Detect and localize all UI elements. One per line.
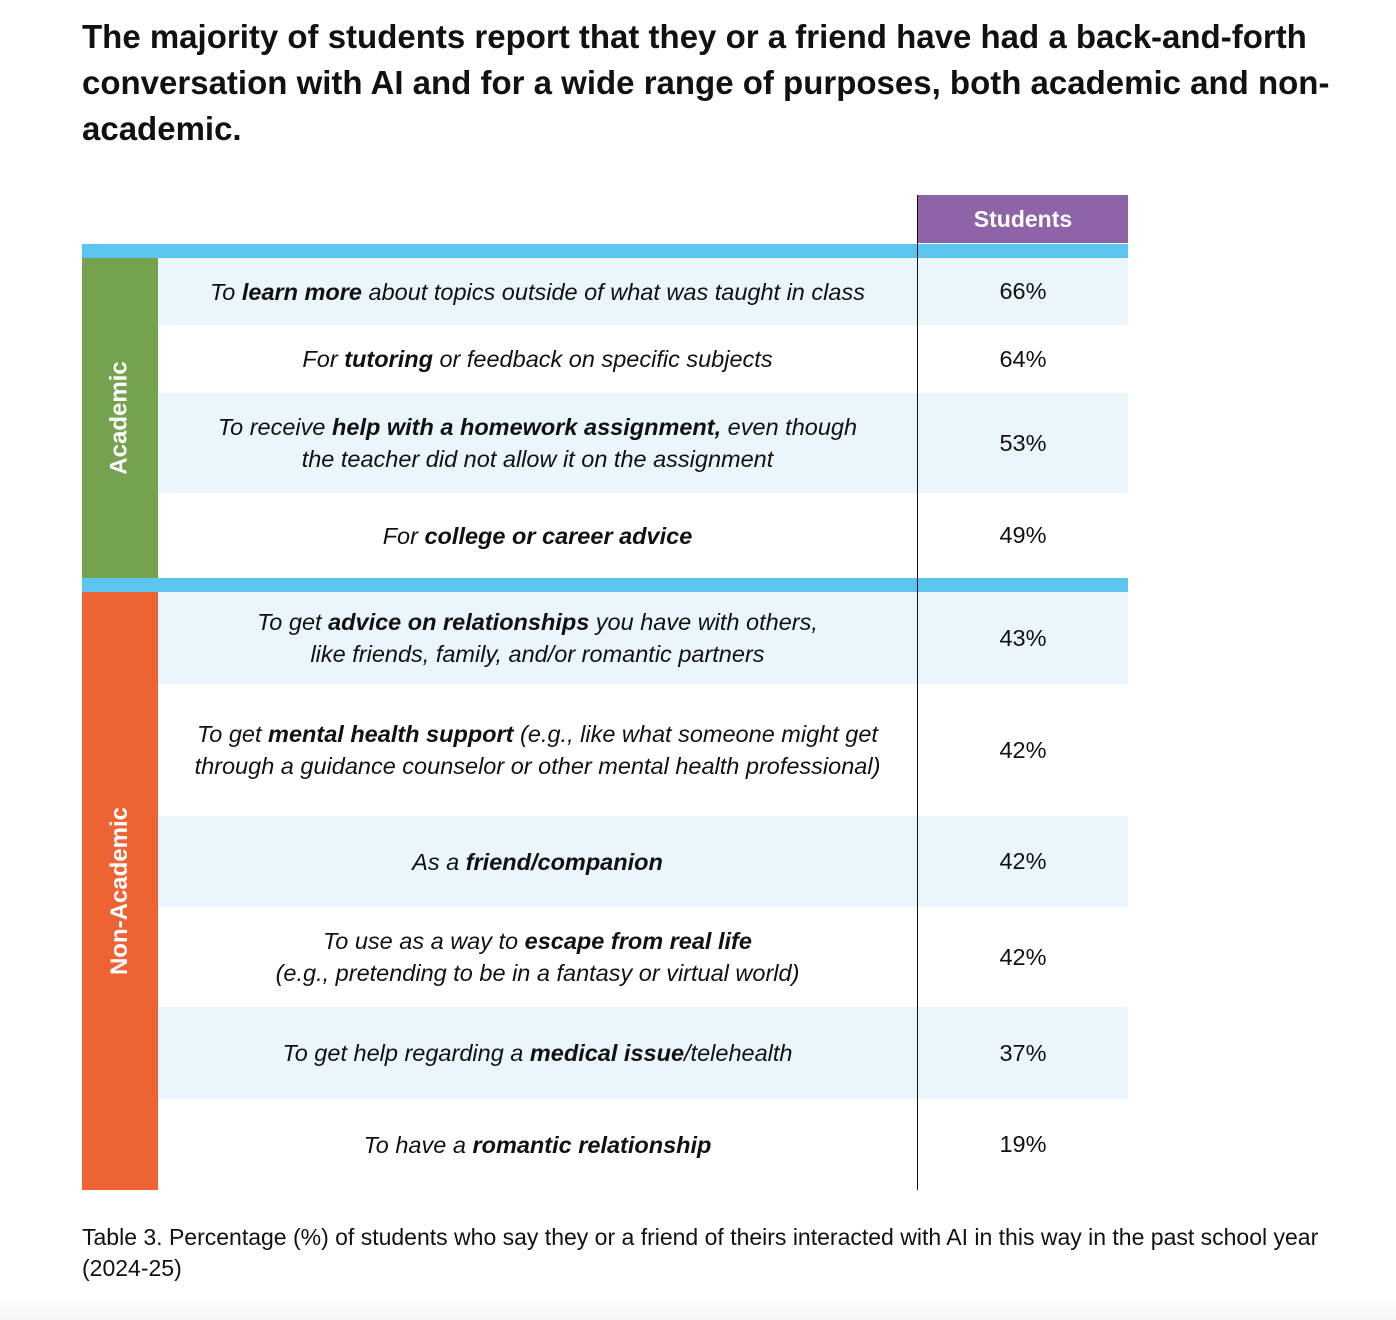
row-value-students: 37% [999,1039,1047,1066]
group-label-academic: Academic [82,258,158,578]
table-row: As a friend/companion 42% [158,816,1128,907]
table-row: For tutoring or feedback on specific sub… [158,325,1128,393]
row-description-text: To get help regarding a medical issue/te… [282,1040,793,1066]
row-description: To have a romantic relationship [158,1099,917,1190]
row-description-text: To have a romantic relationship [363,1131,712,1158]
table-row: To receive help with a homework assignme… [158,393,1128,493]
row-value-students: 42% [999,848,1047,874]
table-row: To get advice on relationships you have … [158,592,1128,684]
row-value-students: 42% [999,943,1047,970]
row-description-text: To use as a way to escape from real life… [275,928,800,986]
row-description-text: For tutoring or feedback on specific sub… [302,346,773,372]
row-description: As a friend/companion [158,816,917,907]
row-value-students: 19% [999,1131,1047,1157]
group-label-text: Non-Academic [106,806,134,976]
table-caption: Table 3. Percentage (%) of students who … [82,1224,1319,1281]
section-divider-bar [82,244,1128,258]
row-description: To get help regarding a medical issue/te… [158,1007,917,1099]
table-row: To learn more about topics outside of wh… [158,258,1128,325]
row-value-students: 53% [999,429,1047,456]
row-description: For college or career advice [158,493,917,578]
data-table: Students Academic To learn more about top… [82,195,1128,1190]
row-value-students: 66% [999,278,1047,304]
group-label-text: Academic [106,361,134,475]
row-description-text: To learn more about topics outside of wh… [210,278,865,305]
page-bottom-band [0,1300,1396,1320]
row-description: To use as a way to escape from real life… [158,907,917,1007]
table-row: To get mental health support (e.g., like… [158,684,1128,816]
row-value-students: 49% [999,522,1047,548]
table-row: For college or career advice 49% [158,493,1128,578]
row-value-students: 42% [999,736,1047,763]
row-description-text: As a friend/companion [412,848,663,875]
row-description-text: To receive help with a homework assignme… [217,414,858,472]
row-description: To learn more about topics outside of wh… [158,258,917,325]
row-description: For tutoring or feedback on specific sub… [158,325,917,393]
row-description: To get mental health support (e.g., like… [158,684,917,816]
row-description: To get advice on relationships you have … [158,592,917,684]
page-title: The majority of students report that the… [82,18,1330,147]
row-description-text: For college or career advice [382,522,693,549]
table-row: To use as a way to escape from real life… [158,907,1128,1007]
row-description: To receive help with a homework assignme… [158,393,917,493]
section-divider-bar [82,578,1128,592]
row-description-text: To get mental health support (e.g., like… [194,721,881,779]
row-value-students: 43% [999,624,1047,651]
table-row: To have a romantic relationship 19% [158,1099,1128,1190]
column-header-students: Students [918,195,1128,243]
table-row: To get help regarding a medical issue/te… [158,1007,1128,1099]
group-label-non-academic: Non-Academic [82,592,158,1190]
row-value-students: 64% [999,345,1047,372]
column-divider-line [917,195,918,1190]
row-description-text: To get advice on relationships you have … [257,609,818,667]
